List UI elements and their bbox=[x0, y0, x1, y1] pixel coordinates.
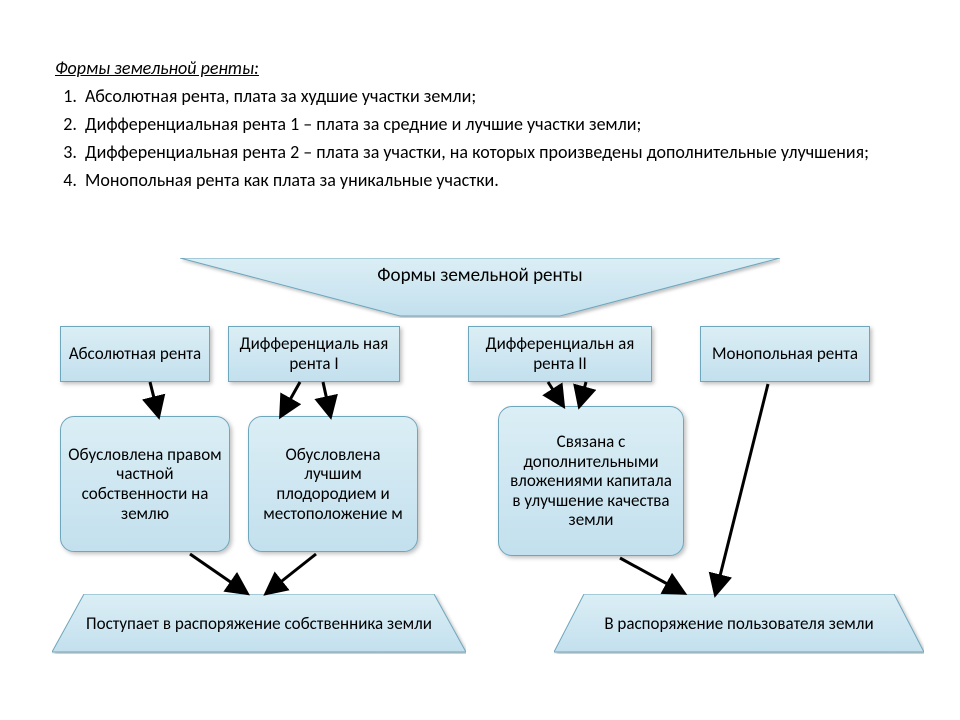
intro-item-3: Дифференциальная рента 2 – плата за учас… bbox=[81, 139, 905, 167]
node-absolute-desc: Обусловлена правом частной собственности… bbox=[60, 416, 230, 552]
node-diff1: Дифференциаль ная рента I bbox=[228, 326, 400, 382]
node-diff2-desc: Связана с дополнительными вложениями кап… bbox=[498, 406, 684, 556]
intro-item-4: Монопольная рента как плата за уникальны… bbox=[81, 167, 905, 195]
node-monopoly: Монопольная рента bbox=[700, 326, 870, 382]
node-absolute: Абсолютная рента bbox=[60, 326, 210, 382]
node-diff2: Дифференциальн ая рента II bbox=[468, 326, 652, 382]
node-diff1-desc-label: Обусловлена лучшим плодородием и местопо… bbox=[255, 445, 411, 523]
intro-item-1: Абсолютная рента, плата за худшие участк… bbox=[81, 83, 905, 111]
node-user-label: В распоряжение пользователя земли bbox=[554, 594, 924, 654]
intro-item-2: Дифференциальная рента 1 – плата за сред… bbox=[81, 111, 905, 139]
node-absolute-desc-label: Обусловлена правом частной собственности… bbox=[67, 445, 223, 523]
node-absolute-label: Абсолютная рента bbox=[69, 344, 201, 364]
node-owner: Поступает в распоряжение собственника зе… bbox=[52, 594, 466, 654]
node-diff1-label: Дифференциаль ная рента I bbox=[235, 334, 393, 373]
diagram-header: Формы земельной ренты bbox=[180, 258, 780, 318]
node-owner-label: Поступает в распоряжение собственника зе… bbox=[52, 594, 466, 654]
diagram-header-label: Формы земельной ренты bbox=[180, 264, 780, 287]
node-monopoly-label: Монопольная рента bbox=[712, 344, 858, 364]
node-diff2-desc-label: Связана с дополнительными вложениями кап… bbox=[505, 432, 677, 530]
node-diff1-desc: Обусловлена лучшим плодородием и местопо… bbox=[248, 416, 418, 552]
node-user: В распоряжение пользователя земли bbox=[554, 594, 924, 654]
intro-text: Формы земельной ренты: Абсолютная рента,… bbox=[55, 55, 905, 194]
node-diff2-label: Дифференциальн ая рента II bbox=[475, 334, 645, 373]
intro-list: Абсолютная рента, плата за худшие участк… bbox=[55, 83, 905, 195]
intro-title: Формы земельной ренты: bbox=[55, 55, 905, 83]
